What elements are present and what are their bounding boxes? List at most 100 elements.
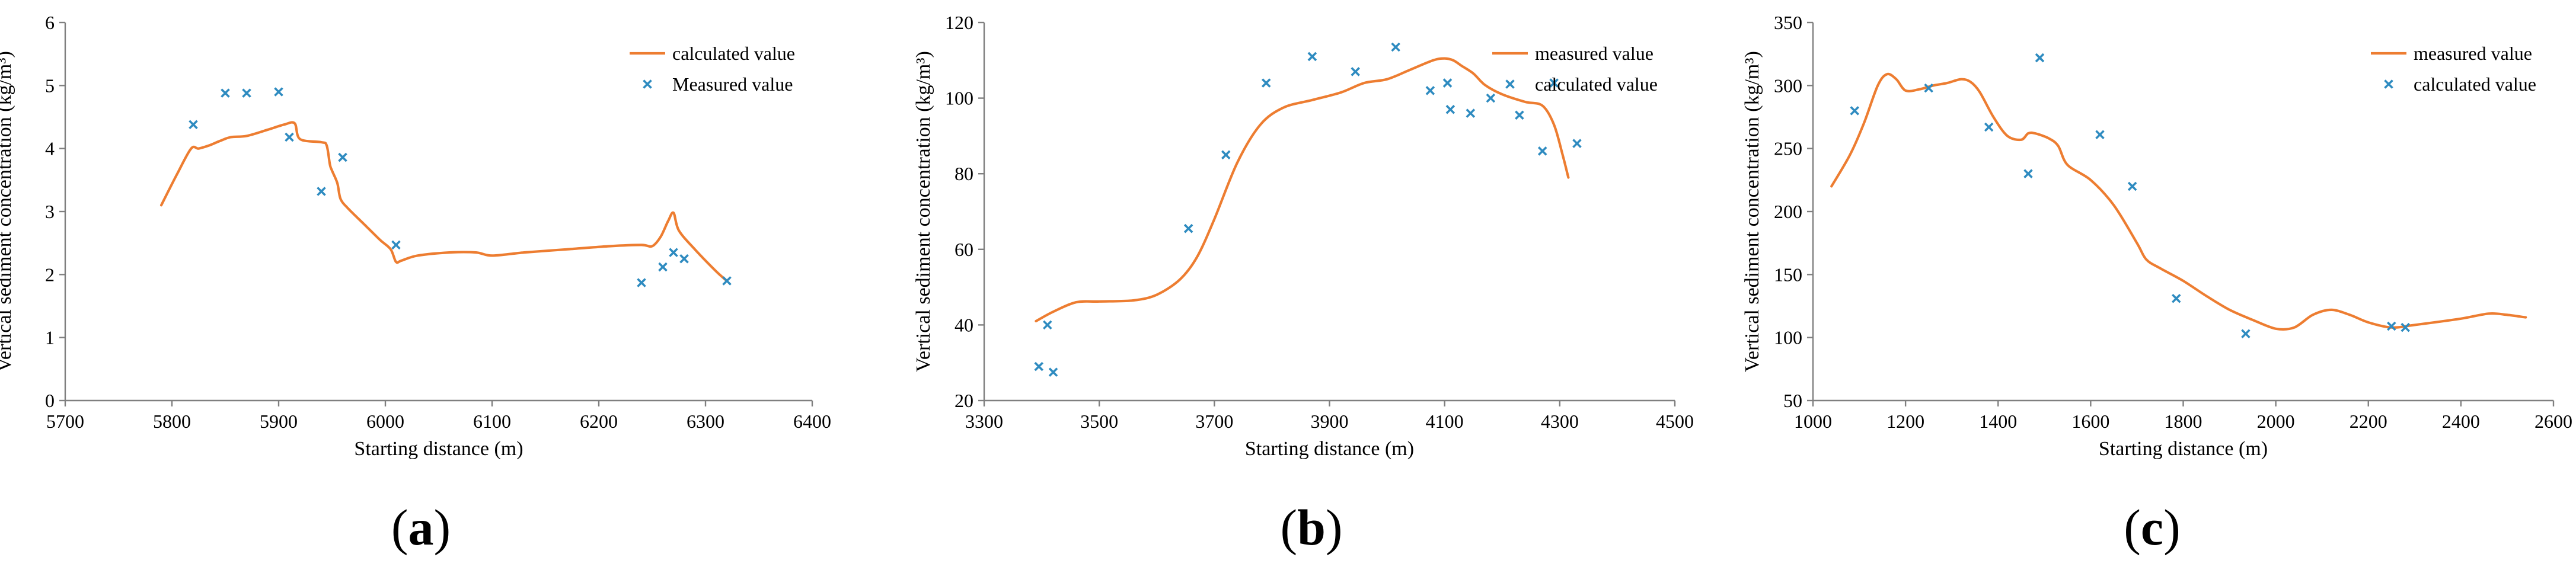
x-tick-label: 5900	[260, 411, 298, 432]
x-tick-label: 2200	[2350, 411, 2387, 432]
series-line-0	[159, 121, 729, 283]
x-tick-label: 5700	[46, 411, 84, 432]
data-point	[669, 248, 678, 257]
legend-swatch-marker	[643, 79, 652, 89]
x-tick-label: 4100	[1426, 411, 1464, 432]
y-tick-label: 0	[45, 390, 55, 411]
x-axis-label: Starting distance (m)	[1245, 438, 1414, 460]
y-tick-label: 250	[1774, 138, 1802, 159]
data-point	[2172, 293, 2181, 303]
x-tick-label: 1800	[2165, 411, 2202, 432]
data-point	[1034, 361, 1044, 372]
data-point	[2241, 329, 2251, 339]
chart-panel-b: 20 40 60 80 100 120 3300 3500 3700 3900 4100 4300 45…	[912, 12, 1694, 460]
y-tick-label: 60	[955, 239, 973, 260]
y-tick-label: 120	[945, 12, 973, 33]
legend-label: calculated value	[1535, 73, 1658, 95]
x-tick-label: 3900	[1311, 411, 1349, 432]
data-point	[2127, 181, 2137, 191]
x-tick-label: 6300	[687, 411, 724, 432]
y-tick-label: 80	[955, 163, 973, 184]
data-point	[1442, 78, 1453, 88]
x-tick-label: 2400	[2442, 411, 2480, 432]
data-point	[1183, 223, 1193, 233]
data-point	[221, 88, 230, 98]
y-axis-label: Vertical sediment concentration (kg/m³)	[0, 51, 15, 372]
chart-panel-c: 50 100 150 200 250 300 350 1000 1200 1400 1600 1800…	[1741, 12, 2572, 460]
data-point	[1425, 86, 1435, 95]
data-point	[1445, 104, 1455, 114]
y-tick-label: 1	[45, 327, 55, 348]
series-markers-1	[1034, 42, 1582, 377]
data-point	[1850, 106, 1860, 116]
caption-a: (a)	[391, 499, 451, 556]
series-line-0	[1830, 72, 2527, 331]
y-tick-label: 20	[955, 390, 973, 411]
data-point	[722, 276, 732, 286]
y-tick-label: 3	[45, 201, 55, 222]
data-point	[274, 87, 283, 97]
x-tick-label: 6400	[793, 411, 831, 432]
data-point	[1466, 108, 1476, 118]
data-point	[1391, 42, 1400, 52]
y-tick-label: 150	[1774, 264, 1802, 285]
x-tick-label: 3700	[1195, 411, 1233, 432]
x-tick-label: 1200	[1886, 411, 1924, 432]
data-point	[285, 132, 294, 142]
x-tick-label: 1000	[1794, 411, 1832, 432]
data-point	[242, 88, 251, 98]
y-axis-label: Vertical sediment concentration (kg/m³)	[912, 51, 934, 372]
data-point	[1984, 122, 1994, 132]
x-tick-label: 1400	[1979, 411, 2017, 432]
legend-label: Measured value	[672, 73, 793, 95]
y-tick-label: 6	[45, 12, 55, 33]
y-tick-label: 200	[1774, 201, 1802, 222]
data-point	[391, 240, 401, 250]
x-tick-label: 6200	[580, 411, 618, 432]
x-tick-label: 3500	[1080, 411, 1118, 432]
caption-b: (b)	[1280, 499, 1343, 556]
legend-swatch-marker	[1505, 79, 1515, 89]
y-axis-label: Vertical sediment concentration (kg/m³)	[1741, 51, 1763, 372]
series-markers-1	[1850, 53, 2410, 339]
data-point	[1221, 150, 1231, 160]
data-point	[338, 152, 347, 162]
y-tick-label: 40	[955, 314, 973, 335]
y-tick-label: 100	[1774, 327, 1802, 348]
x-tick-label: 2600	[2534, 411, 2572, 432]
x-tick-label: 4500	[1656, 411, 1694, 432]
data-point	[1537, 146, 1547, 156]
legend: calculated value Measured value	[630, 43, 795, 95]
chart-panel-a: 0 1 2 3 4 5 6 5700 5800 5900 6000 6100 6200 6300 6400 S…	[0, 12, 831, 460]
data-point	[2095, 130, 2105, 140]
data-point	[1549, 78, 1559, 88]
x-tick-label: 1600	[2071, 411, 2109, 432]
data-point	[1924, 83, 1933, 93]
data-point	[1572, 139, 1582, 148]
y-tick-label: 5	[45, 75, 55, 96]
data-point	[1043, 320, 1052, 330]
data-point	[1351, 67, 1360, 76]
data-point	[1486, 93, 1496, 103]
data-point	[1307, 52, 1317, 62]
data-point	[1515, 110, 1524, 120]
data-point	[637, 278, 646, 287]
legend-label: measured value	[1535, 43, 1654, 64]
series-markers-1	[189, 87, 732, 287]
x-tick-label: 5800	[153, 411, 191, 432]
y-tick-label: 2	[45, 264, 55, 285]
data-point	[189, 120, 198, 130]
series-line-0	[1035, 57, 1570, 323]
x-tick-label: 6100	[473, 411, 511, 432]
data-point	[2401, 322, 2410, 332]
legend-label: calculated value	[672, 43, 795, 64]
y-tick-label: 50	[1783, 390, 1802, 411]
legend: measured value calculated value	[1492, 43, 1658, 95]
y-tick-label: 350	[1774, 12, 1802, 33]
x-tick-label: 4300	[1541, 411, 1579, 432]
x-tick-label: 2000	[2257, 411, 2295, 432]
caption-c: (c)	[2124, 499, 2181, 556]
y-tick-label: 4	[45, 138, 55, 159]
data-point	[2035, 53, 2045, 63]
legend: measured value calculated value	[2371, 43, 2536, 95]
